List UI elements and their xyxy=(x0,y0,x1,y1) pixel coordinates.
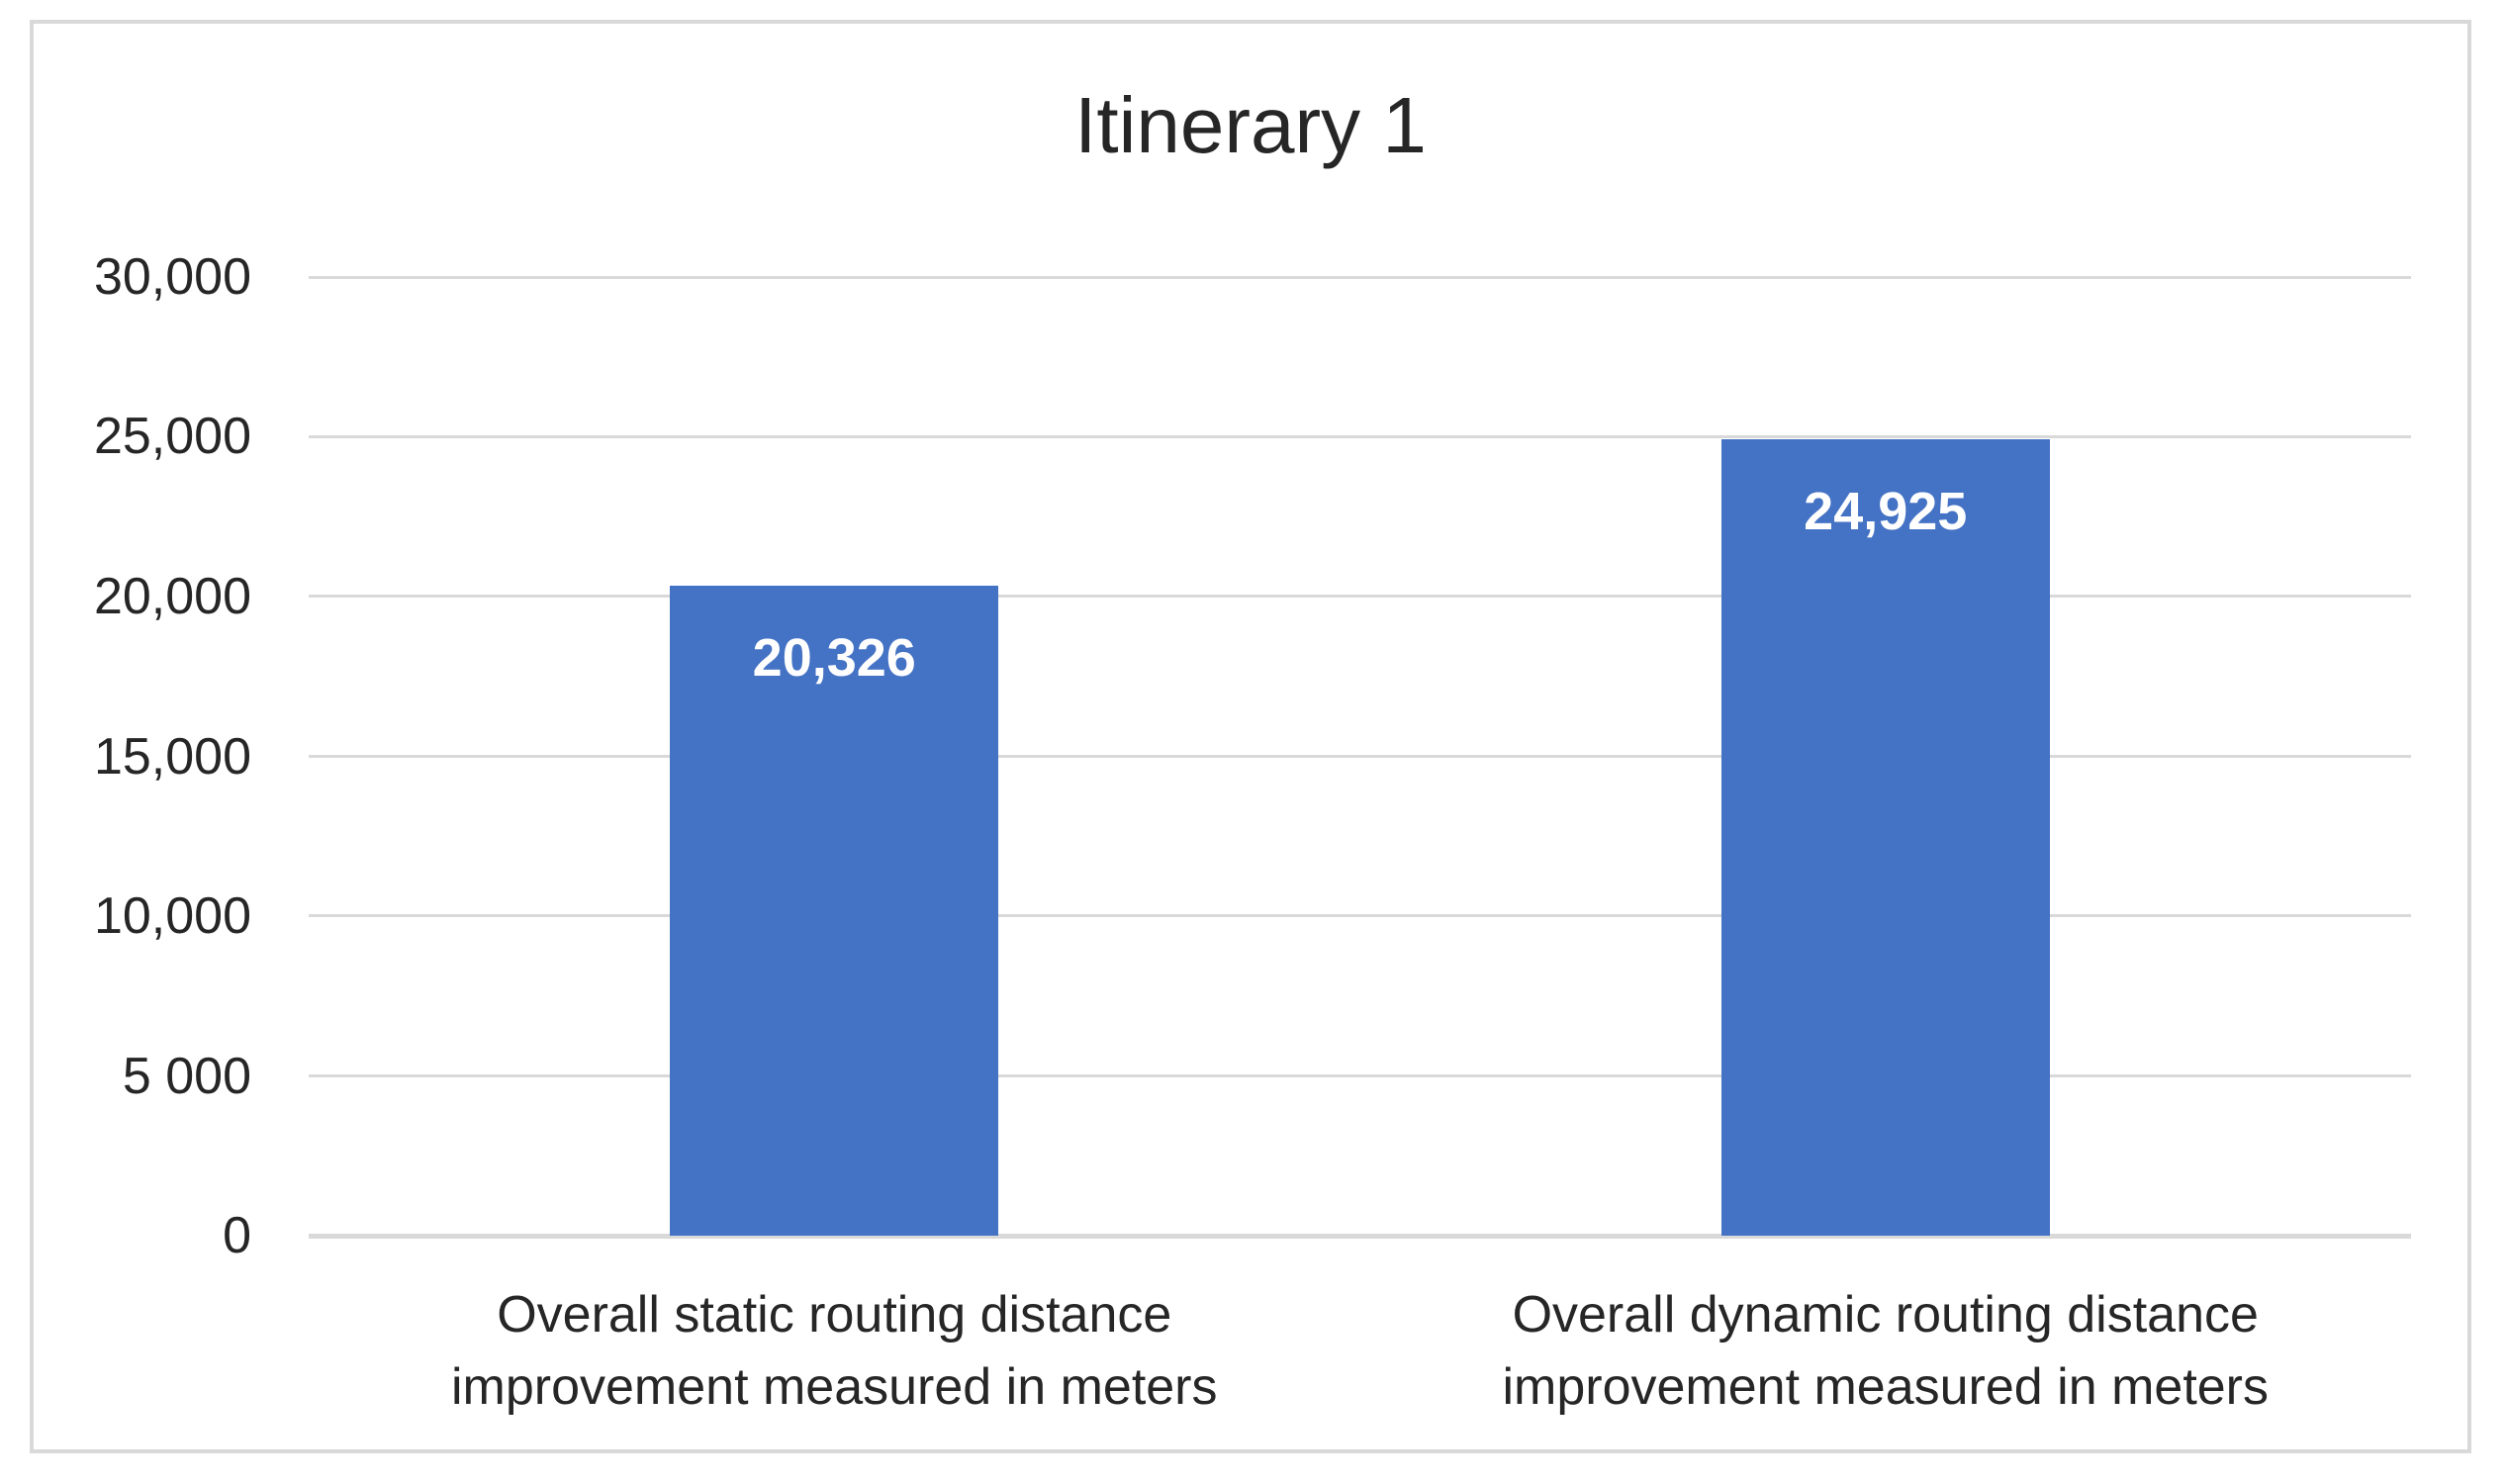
bar-value-label: 24,925 xyxy=(1804,481,1968,541)
y-tick-label: 10,000 xyxy=(93,886,251,945)
bar-series1-cat2: 24,925 xyxy=(1720,438,2050,1236)
gridline xyxy=(309,914,2411,918)
gridline xyxy=(309,275,2411,279)
y-tick-label: 5 000 xyxy=(122,1047,251,1105)
gridline xyxy=(309,595,2411,599)
y-tick-label: 15,000 xyxy=(93,727,251,786)
y-tick-label: 0 xyxy=(223,1207,251,1264)
chart-frame: Itinerary 1 30,000 25,000 20,000 15,000 10,0… xyxy=(30,20,2471,1453)
y-tick-label: 25,000 xyxy=(93,408,251,466)
gridline xyxy=(309,1074,2411,1077)
bar-slot: 20,326 xyxy=(309,277,1360,1236)
plot-area: 30,000 25,000 20,000 15,000 10,000 5 000 0 20,… xyxy=(94,248,2411,1416)
category-label: Overall static routing distance improvem… xyxy=(450,1286,1218,1416)
bar-value-label: 20,326 xyxy=(752,628,916,689)
chart-title: Itinerary 1 xyxy=(1074,81,1427,169)
bar-series1-cat1: 20,326 xyxy=(670,586,999,1236)
gridline xyxy=(309,434,2411,438)
bar-slot: 24,925 xyxy=(1360,277,2412,1236)
bars-layer: 20,326 24,925 xyxy=(309,277,2411,1236)
y-tick-label: 30,000 xyxy=(93,248,251,306)
y-tick-label: 20,000 xyxy=(93,567,251,625)
x-axis-line xyxy=(309,1233,2411,1239)
x-axis-category-labels: Overall static routing distance improvem… xyxy=(309,1279,2411,1424)
gridline xyxy=(309,755,2411,758)
category-label: Overall dynamic routing distance improve… xyxy=(1502,1286,2269,1416)
